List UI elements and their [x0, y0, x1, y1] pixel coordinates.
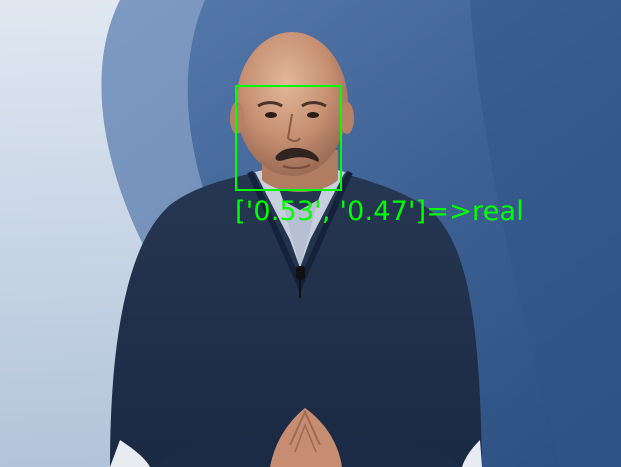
detection-label: ['0.53', '0.47']=>real — [235, 196, 524, 227]
face-detection-box — [235, 85, 342, 191]
